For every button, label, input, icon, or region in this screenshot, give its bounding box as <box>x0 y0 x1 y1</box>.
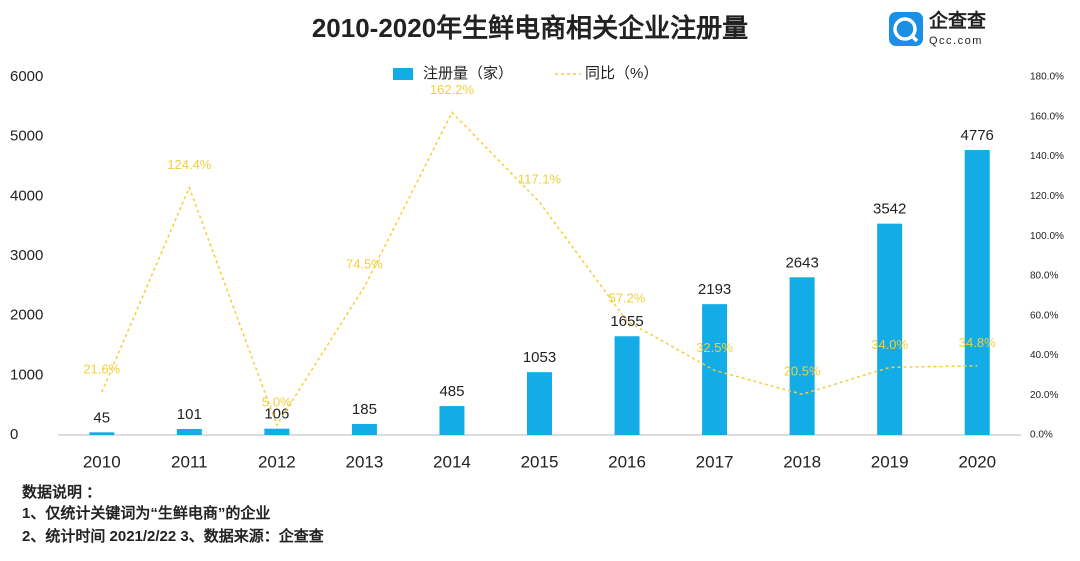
bar <box>527 372 552 435</box>
x-tick-label: 2010 <box>83 452 121 471</box>
y2-tick-label: 40.0% <box>1030 350 1058 361</box>
x-tick-label: 2019 <box>871 452 909 471</box>
x-tick-label: 2020 <box>958 452 996 471</box>
data-label: 1655 <box>610 313 643 330</box>
data-label: 21.6% <box>83 361 120 376</box>
data-label: 34.0% <box>871 337 908 352</box>
y2-tick-label: 20.0% <box>1030 390 1058 401</box>
y2-tick-label: 80.0% <box>1030 271 1058 282</box>
legend-label: 同比（%） <box>585 65 658 82</box>
data-label: 101 <box>177 406 202 423</box>
x-tick-label: 2016 <box>608 452 646 471</box>
bar <box>877 223 903 435</box>
data-label: 185 <box>352 401 377 418</box>
bar <box>351 423 377 435</box>
legend-swatch <box>393 68 413 80</box>
legend-label: 注册量（家） <box>423 65 513 82</box>
data-label: 45 <box>93 409 110 426</box>
x-tick-label: 2014 <box>433 452 471 471</box>
data-label: 32.5% <box>696 340 733 355</box>
data-label: 485 <box>439 383 464 400</box>
x-tick-label: 2015 <box>521 452 559 471</box>
data-label: 34.8% <box>959 335 996 350</box>
x-tick-label: 2011 <box>171 452 208 471</box>
data-label: 2643 <box>785 254 818 271</box>
x-tick-label: 2017 <box>696 452 734 471</box>
logo-domain: Qcc.com <box>929 35 983 47</box>
x-tick-label: 2012 <box>258 452 296 471</box>
x-tick-label: 2018 <box>783 452 821 471</box>
bar <box>439 406 465 435</box>
bar <box>264 428 290 435</box>
data-label: 4776 <box>961 127 994 144</box>
bar <box>614 336 640 435</box>
y-tick-label: 0 <box>10 426 18 443</box>
data-label: 5.0% <box>262 394 292 409</box>
logo-icon-tail <box>909 33 919 43</box>
data-label: 1053 <box>523 349 556 366</box>
chart-title: 2010-2020年生鲜电商相关企业注册量 <box>312 13 748 43</box>
y-tick-label: 1000 <box>10 366 43 383</box>
data-label: 162.2% <box>430 82 475 97</box>
y2-tick-label: 160.0% <box>1030 111 1064 122</box>
bar <box>964 150 990 436</box>
y-tick-label: 2000 <box>10 307 43 324</box>
logo-icon-ring <box>893 17 917 41</box>
line <box>101 111 978 427</box>
data-label: 3542 <box>873 201 906 218</box>
data-label: 57.2% <box>609 291 646 306</box>
data-label: 124.4% <box>167 157 212 172</box>
note: 1、仅统计关键词为“生鲜电商”的企业 <box>22 504 270 522</box>
note: 2、统计时间 2021/2/22 3、数据来源：企查查 <box>22 527 325 545</box>
x-tick-label: 2013 <box>345 452 383 471</box>
bar <box>176 428 202 435</box>
bar <box>89 432 115 435</box>
y-tick-label: 6000 <box>10 68 43 85</box>
y2-tick-label: 0.0% <box>1030 430 1053 441</box>
data-label: 117.1% <box>518 172 562 187</box>
y2-tick-label: 120.0% <box>1030 191 1064 202</box>
y2-tick-label: 100.0% <box>1030 231 1064 242</box>
y-tick-label: 4000 <box>10 187 43 204</box>
y-tick-label: 5000 <box>10 128 43 145</box>
y2-tick-label: 180.0% <box>1030 72 1064 83</box>
y-tick-label: 3000 <box>10 247 43 264</box>
note: 数据说明 ： <box>22 483 101 501</box>
data-label: 74.5% <box>346 256 383 271</box>
logo: 企查查 Qcc.com <box>889 9 987 47</box>
logo-name: 企查查 <box>928 9 987 32</box>
y2-tick-label: 60.0% <box>1030 310 1058 321</box>
data-label: 106 <box>264 406 289 423</box>
y2-tick-label: 140.0% <box>1030 151 1064 162</box>
data-label: 2193 <box>698 281 731 298</box>
data-label: 20.5% <box>784 364 821 379</box>
bar <box>789 277 815 435</box>
